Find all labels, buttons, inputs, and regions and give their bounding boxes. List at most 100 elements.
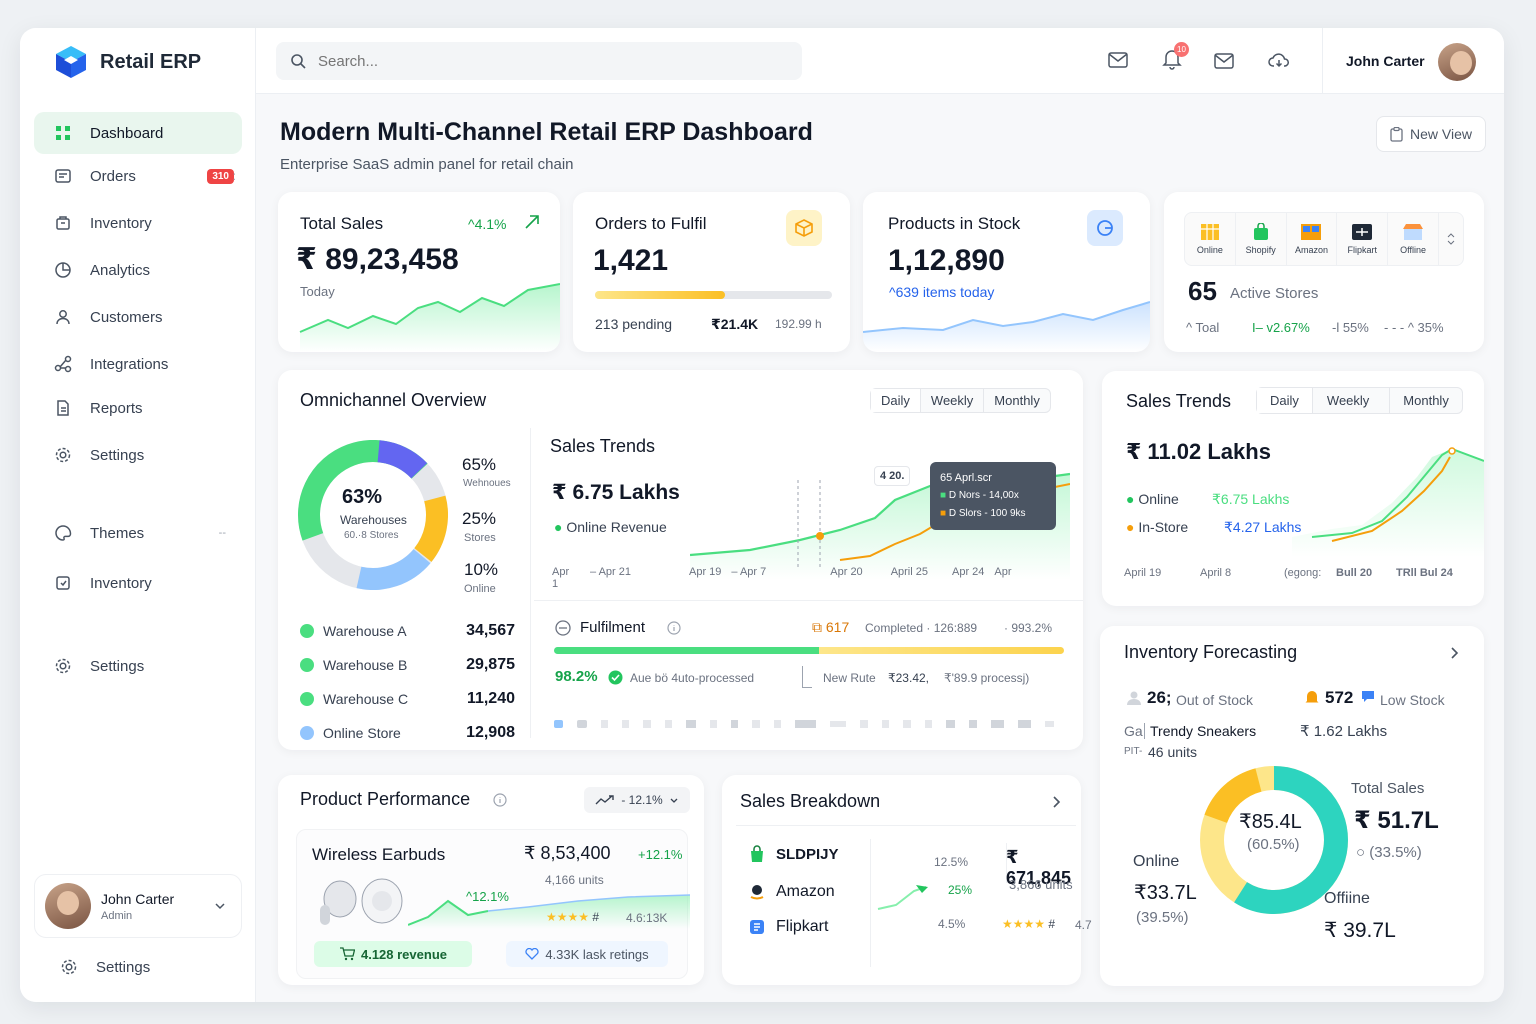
channel-shopify[interactable]: Shopify (1236, 213, 1287, 265)
fulfilment-rate: 98.2% (555, 668, 598, 685)
legend-dot: ● (554, 519, 567, 535)
sidebar-item-reports[interactable]: Reports (34, 387, 242, 429)
app-title: Retail ERP (100, 50, 202, 73)
sidebar-item-analytics[interactable]: Analytics (34, 249, 242, 291)
tool-icon[interactable] (554, 720, 564, 728)
sales-breakdown-card: Sales Breakdown SLDPIJY Amazon Flipkart … (722, 775, 1092, 985)
tab-weekly[interactable]: Weekly (919, 389, 983, 412)
user-card[interactable]: John Carter Admin (34, 874, 242, 938)
tool-icon[interactable] (621, 720, 630, 728)
mail-icon[interactable] (1108, 52, 1128, 68)
channel-offline[interactable]: Offline (1388, 213, 1439, 265)
card-title: Sales Trends (1126, 391, 1232, 411)
search-bar[interactable] (276, 42, 802, 80)
sidebar-item-dashboard[interactable]: Dashboard (34, 112, 242, 154)
list-item[interactable]: Warehouse A 34,567 (300, 614, 515, 648)
tool-icon[interactable] (924, 720, 933, 728)
sidebar-bottom-settings[interactable]: Settings (40, 946, 248, 988)
tick-label: Apr 24 (951, 566, 985, 578)
list-item[interactable]: Warehouse C 11,240 (300, 682, 515, 716)
tick-label: Apr 1 (552, 566, 570, 590)
tool-icon[interactable] (664, 720, 673, 728)
tool-icon[interactable] (881, 720, 890, 728)
info-icon[interactable] (493, 793, 507, 807)
sidebar-item-customers[interactable]: Customers (34, 296, 242, 338)
card-title: Omnichannel Overview (300, 390, 487, 410)
sidebar-item-inventory[interactable]: Inventory (34, 202, 242, 244)
pie-chart-icon (1097, 220, 1113, 236)
tool-icon[interactable] (577, 720, 587, 728)
tab-monthly[interactable]: Monthly (1389, 388, 1462, 413)
tool-icon[interactable] (795, 720, 816, 728)
list-item[interactable]: Flipkart (748, 918, 828, 936)
sidebar-item-settings-2[interactable]: Settings (34, 645, 242, 687)
tab-monthly[interactable]: Monthly (983, 389, 1050, 412)
list-item[interactable]: Warehouse B 29,875 (300, 648, 515, 682)
warehouse-name: Online Store (323, 725, 401, 741)
peak-label: 4 20. (874, 466, 911, 486)
new-view-button[interactable]: New View (1376, 116, 1486, 152)
tab-daily[interactable]: Daily (1257, 388, 1312, 413)
header-avatar[interactable] (1438, 43, 1476, 81)
search-input[interactable] (318, 52, 758, 70)
themes-more-icon[interactable]: -- (218, 527, 226, 539)
ratings-button[interactable]: 4.33K lask retings (506, 941, 668, 967)
sidebar-item-themes[interactable]: Themes -- (34, 512, 242, 554)
inbox-icon[interactable] (1214, 53, 1234, 69)
sidebar-item-integrations[interactable]: Integrations (34, 343, 242, 385)
list-item[interactable]: Amazon (748, 883, 835, 901)
tab-weekly[interactable]: Weekly (1311, 388, 1390, 413)
kpi-stores[interactable]: Online Shopify Amazon Flipkart Offline 6… (1164, 192, 1484, 352)
breakdown-sparkline (877, 885, 928, 910)
channel-flipkart[interactable]: Flipkart (1337, 213, 1389, 265)
channel-online[interactable]: Online (1185, 213, 1236, 265)
cloud-icon[interactable] (1268, 51, 1290, 69)
tool-icon[interactable] (903, 720, 911, 728)
tool-icon[interactable] (969, 720, 977, 728)
orders-more-icon[interactable]: : (232, 169, 236, 183)
tab-daily[interactable]: Daily (871, 389, 920, 412)
tool-icon[interactable] (709, 720, 717, 728)
sidebar-item-inventory-2[interactable]: Inventory (34, 562, 242, 604)
chevron-right-icon[interactable] (1448, 646, 1460, 660)
rating-value: 4.7 (1075, 918, 1092, 932)
perf-range-select[interactable]: - 12.1% (584, 787, 690, 813)
tool-icon[interactable] (946, 720, 956, 728)
forecast-center-pct: (60.5%) (1247, 836, 1300, 853)
list-item[interactable]: Online Store 12,908 (300, 716, 515, 750)
legend-label: In-Store (1138, 519, 1189, 535)
list-item[interactable]: SLDPIJY (748, 845, 839, 863)
tool-icon[interactable] (1044, 721, 1054, 727)
channel-scroll[interactable] (1439, 213, 1463, 265)
tool-icon[interactable] (686, 720, 696, 728)
chevron-right-icon[interactable] (1050, 795, 1062, 809)
kpi-sub: ^639 items today (889, 284, 995, 300)
logo[interactable]: Retail ERP (54, 44, 201, 80)
channel-amazon[interactable]: Amazon (1287, 213, 1338, 265)
kpi-total-sales[interactable]: Total Sales ^4.1% ₹ 89,23,458 Today (278, 192, 560, 352)
tool-icon[interactable] (829, 721, 847, 727)
chevron-down-icon[interactable] (213, 899, 227, 913)
tool-icon[interactable] (600, 720, 608, 728)
tool-icon[interactable] (752, 720, 760, 728)
heart-icon (525, 948, 539, 960)
header-user-name[interactable]: John Carter (1346, 53, 1425, 69)
revenue-button[interactable]: 4.128 revenue (314, 941, 472, 967)
tool-icon[interactable] (773, 720, 782, 728)
notifications[interactable]: 10 (1162, 42, 1189, 75)
tool-icon[interactable] (1017, 720, 1031, 728)
trend-icon (595, 795, 615, 805)
tool-icon[interactable] (730, 720, 739, 728)
integrations-icon (54, 355, 72, 373)
kpi-value: ₹ 89,23,458 (296, 243, 459, 276)
sidebar-item-orders[interactable]: Orders 310 : (34, 155, 242, 197)
tool-icon[interactable] (643, 720, 651, 728)
tool-icon[interactable] (990, 720, 1004, 728)
check-circle-icon (608, 670, 623, 685)
ratings-label: 4.33K lask retings (545, 946, 649, 962)
tool-icon[interactable] (860, 720, 868, 728)
kpi-orders[interactable]: Orders to Fulfil 1,421 213 pending ₹21.4… (573, 192, 850, 352)
info-icon[interactable] (667, 621, 681, 635)
sidebar-item-settings[interactable]: Settings (34, 434, 242, 476)
kpi-stock[interactable]: Products in Stock 1,12,890 ^639 items to… (863, 192, 1150, 352)
